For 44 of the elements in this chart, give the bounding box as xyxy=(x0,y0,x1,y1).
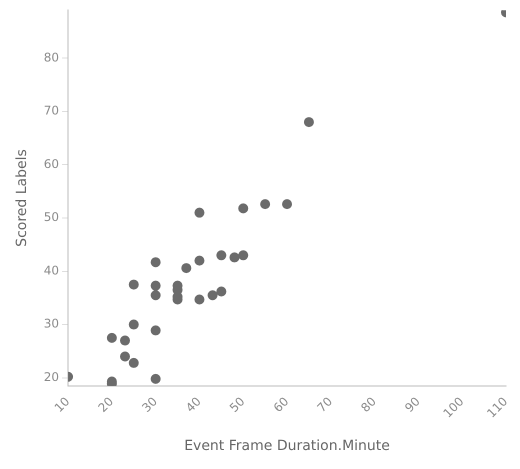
point xyxy=(260,199,270,210)
point xyxy=(120,336,130,346)
y-axis-title: Scored Labels xyxy=(14,149,30,247)
point xyxy=(229,252,240,262)
point xyxy=(238,203,248,214)
point xyxy=(128,320,139,330)
point xyxy=(304,117,314,128)
y-tick-label: 20 xyxy=(44,370,60,384)
x-tick-label: 70 xyxy=(314,394,336,416)
point xyxy=(150,290,161,300)
point xyxy=(194,208,204,218)
point xyxy=(106,332,117,343)
point xyxy=(194,256,204,266)
point xyxy=(216,286,226,297)
x-tick-label: 100 xyxy=(440,394,467,420)
point xyxy=(194,294,204,305)
y-tick-label: 80 xyxy=(44,50,60,64)
y-tick-label: 70 xyxy=(44,104,60,118)
x-tick-label: 40 xyxy=(183,394,204,416)
point xyxy=(181,263,192,274)
x-axis-title: Event Frame Duration.Minute xyxy=(184,438,390,454)
point xyxy=(120,352,130,362)
point xyxy=(150,374,161,384)
point xyxy=(150,280,161,291)
x-tick-label: 90 xyxy=(402,394,423,416)
point xyxy=(282,199,292,210)
x-tick-label: 110 xyxy=(484,394,510,420)
point xyxy=(128,358,139,368)
point xyxy=(150,325,161,336)
x-tick-label: 20 xyxy=(95,394,116,416)
y-tick-label: 30 xyxy=(44,316,60,331)
y-tick-label: 50 xyxy=(44,210,60,224)
point xyxy=(128,280,139,290)
x-tick-label: 50 xyxy=(226,394,248,416)
x-tick-label: 80 xyxy=(358,394,379,416)
point xyxy=(216,250,226,260)
point xyxy=(150,257,161,268)
y-tick-label: 60 xyxy=(44,156,60,171)
x-tick-label: 30 xyxy=(139,394,160,416)
point xyxy=(238,250,248,260)
x-tick-label: 10 xyxy=(52,394,72,416)
point xyxy=(208,290,218,300)
y-tick-label: 40 xyxy=(44,263,60,278)
x-tick-label: 60 xyxy=(270,394,292,416)
